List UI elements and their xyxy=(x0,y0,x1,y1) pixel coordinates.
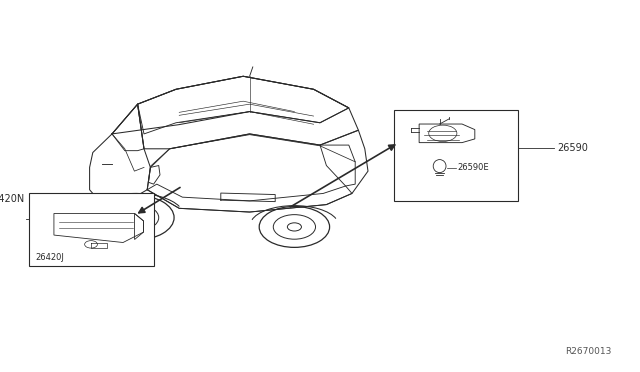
Bar xyxy=(394,110,518,201)
Text: 26590E: 26590E xyxy=(458,163,489,172)
Text: 26420J: 26420J xyxy=(35,253,64,262)
Text: R2670013: R2670013 xyxy=(565,347,611,356)
Text: 26590: 26590 xyxy=(557,143,588,153)
Text: 26420N: 26420N xyxy=(0,194,24,204)
Bar xyxy=(29,193,154,266)
